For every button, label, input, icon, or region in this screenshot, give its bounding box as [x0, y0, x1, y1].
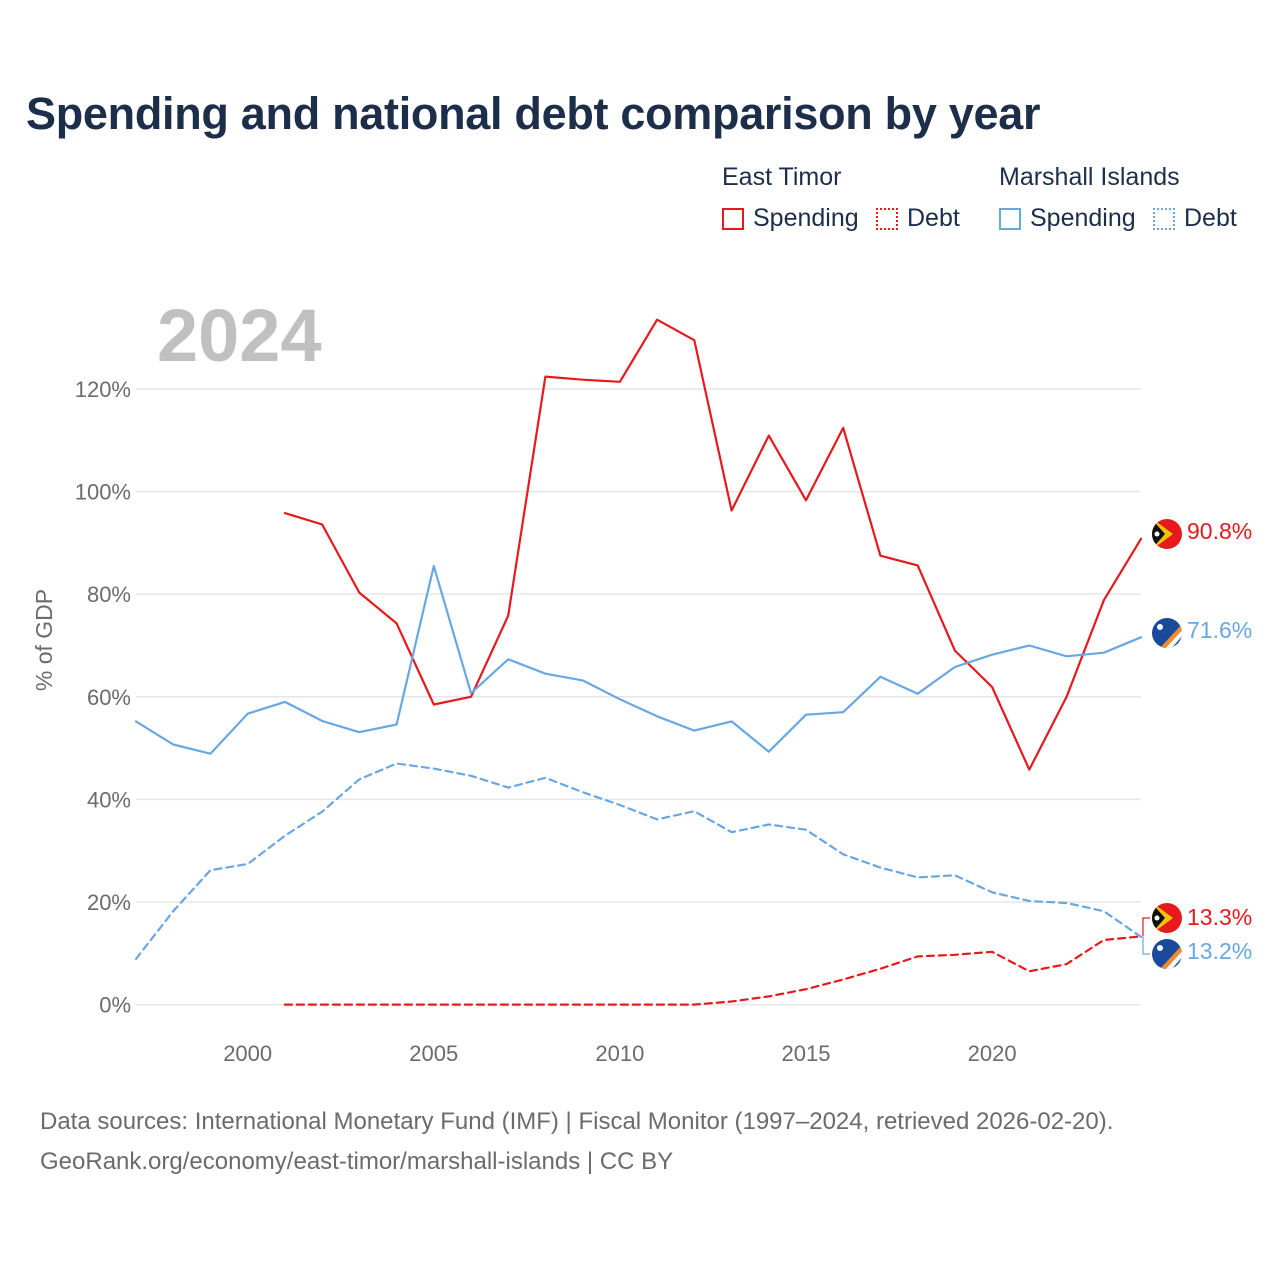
legend-swatch-solid-red — [722, 208, 744, 230]
legend-label: Debt — [907, 204, 960, 232]
y-axis-ticks: 0% 20% 40% 60% 80% 100% 120% — [75, 377, 131, 1018]
y-tick-label-60: 60% — [87, 685, 131, 710]
end-label-marshall-islands-debt: 13.2% — [1187, 938, 1252, 964]
y-tick-label-80: 80% — [87, 582, 131, 607]
y-tick-label-0: 0% — [99, 993, 131, 1018]
legend-swatch-solid-blue — [999, 208, 1021, 230]
x-axis-ticks: 2000 2005 2010 2015 2020 — [223, 1041, 1016, 1066]
year-watermark: 2024 — [157, 294, 322, 377]
y-tick-label-100: 100% — [75, 480, 131, 505]
y-tick-label-40: 40% — [87, 787, 131, 812]
connector-marshall-islands-debt — [1142, 936, 1150, 955]
end-label-east-timor-spending: 90.8% — [1187, 518, 1252, 544]
footer-credit[interactable]: GeoRank.org/economy/east-timor/marshall-… — [40, 1148, 674, 1175]
end-label-connectors — [1142, 917, 1150, 955]
end-label-marshall-islands-spending: 71.6% — [1187, 617, 1252, 643]
x-tick-label-2010: 2010 — [595, 1041, 644, 1066]
series-lines — [134, 318, 1143, 1006]
series-line-marshall-islands-debt — [134, 762, 1143, 961]
legend-swatch-dotted-blue — [1153, 208, 1175, 230]
chart-title: Spending and national debt comparison by… — [26, 88, 1041, 139]
footer-sources: Data sources: International Monetary Fun… — [40, 1108, 1114, 1135]
gridlines — [136, 388, 1141, 1006]
x-tick-label-2015: 2015 — [782, 1041, 831, 1066]
series-line-marshall-islands-spending — [134, 564, 1143, 755]
marshall-islands-flag-icon — [1152, 939, 1182, 969]
legend-label: Spending — [1030, 204, 1136, 232]
marshall-islands-flag-icon — [1152, 618, 1182, 648]
legend-swatch-dotted-red — [876, 208, 898, 230]
legend-group-marshall-islands: Marshall Islands — [999, 163, 1180, 191]
east-timor-flag-icon — [1152, 519, 1182, 549]
y-tick-label-20: 20% — [87, 890, 131, 915]
east-timor-flag-icon — [1152, 903, 1182, 933]
x-tick-label-2020: 2020 — [968, 1041, 1017, 1066]
y-tick-label-120: 120% — [75, 377, 131, 402]
end-label-east-timor-debt: 13.3% — [1187, 904, 1252, 930]
legend-group-east-timor: East Timor — [722, 163, 842, 191]
x-tick-label-2000: 2000 — [223, 1041, 272, 1066]
legend-label: Spending — [753, 204, 859, 232]
series-line-east-timor-spending — [283, 318, 1143, 771]
connector-east-timor-debt — [1142, 917, 1150, 937]
y-axis-label: % of GDP — [31, 589, 57, 691]
series-line-east-timor-debt — [283, 935, 1143, 1006]
x-tick-label-2005: 2005 — [409, 1041, 458, 1066]
legend-label: Debt — [1184, 204, 1237, 232]
